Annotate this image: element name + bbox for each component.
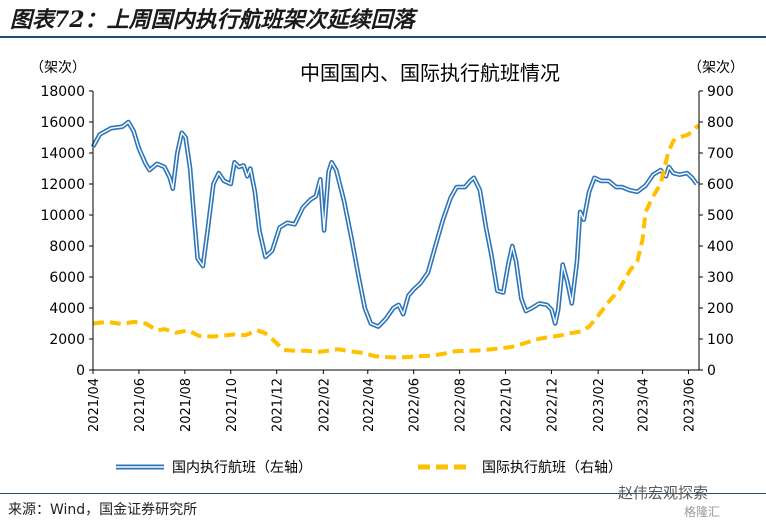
series-line-domestic-inner bbox=[92, 121, 698, 328]
series-layer bbox=[90, 119, 701, 360]
x-tick-label: 2021/04 bbox=[87, 378, 102, 432]
series-line-domestic bbox=[90, 119, 699, 329]
legend-label-domestic: 国内执行航班（左轴） bbox=[172, 460, 312, 476]
x-tick-label: 2022/08 bbox=[454, 378, 469, 432]
left-tick-label: 0 bbox=[76, 363, 85, 379]
left-axis-unit: （架次） bbox=[30, 60, 86, 76]
x-tick-label: 2021/08 bbox=[179, 378, 194, 432]
x-tick-label: 2023/02 bbox=[592, 378, 607, 432]
left-tick-label: 16000 bbox=[40, 115, 85, 131]
figure-title: 图表72：上周国内执行航班架次延续回落 bbox=[10, 7, 415, 33]
x-tick-label: 2021/12 bbox=[271, 378, 286, 432]
x-tick-label: 2021/06 bbox=[133, 378, 148, 432]
left-tick-label: 6000 bbox=[49, 270, 85, 286]
x-axis-ticks: 2021/04 2021/06 2021/08 2021/10 2021/12 2022/… bbox=[87, 370, 697, 432]
title-rule bbox=[0, 36, 766, 38]
right-axis-ticks: 0 100 200 300 400 500 600 700 800 900 bbox=[699, 84, 734, 379]
right-tick-label: 0 bbox=[707, 363, 716, 379]
left-tick-label: 2000 bbox=[49, 332, 85, 348]
series-line-international bbox=[92, 123, 701, 360]
chart-title: 中国国内、国际执行航班情况 bbox=[300, 61, 560, 85]
right-tick-label: 200 bbox=[707, 301, 734, 317]
left-tick-label: 18000 bbox=[40, 84, 85, 100]
x-tick-label: 2023/06 bbox=[682, 378, 697, 432]
left-tick-label: 10000 bbox=[40, 208, 85, 224]
x-tick-label: 2022/06 bbox=[408, 378, 423, 432]
x-tick-label: 2022/12 bbox=[545, 378, 560, 432]
legend-item-international: 国际执行航班（右轴） bbox=[418, 460, 622, 476]
x-tick-label: 2021/10 bbox=[225, 378, 240, 432]
legend: 国内执行航班（左轴） 国际执行航班（右轴） bbox=[116, 460, 622, 476]
left-axis-ticks: 0 2000 4000 6000 8000 10000 12000 14000 16000 180… bbox=[40, 84, 93, 379]
right-tick-label: 600 bbox=[707, 177, 734, 193]
x-tick-label: 2022/04 bbox=[362, 378, 377, 432]
right-tick-label: 500 bbox=[707, 208, 734, 224]
watermark: 赵伟宏观探索 bbox=[618, 484, 709, 502]
left-tick-label: 12000 bbox=[40, 177, 85, 193]
legend-label-international: 国际执行航班（右轴） bbox=[482, 460, 622, 476]
right-tick-label: 300 bbox=[707, 270, 734, 286]
right-tick-label: 100 bbox=[707, 332, 734, 348]
left-tick-label: 14000 bbox=[40, 146, 85, 162]
right-axis-unit: （架次） bbox=[688, 60, 744, 76]
source-note: 来源：Wind，国金证券研究所 bbox=[8, 502, 198, 518]
left-tick-label: 4000 bbox=[49, 301, 85, 317]
legend-item-domestic: 国内执行航班（左轴） bbox=[116, 460, 312, 476]
x-tick-label: 2023/04 bbox=[637, 378, 652, 432]
x-tick-label: 2022/02 bbox=[317, 378, 332, 432]
right-tick-label: 800 bbox=[707, 115, 734, 131]
right-tick-label: 900 bbox=[707, 84, 734, 100]
right-tick-label: 700 bbox=[707, 146, 734, 162]
footer-rule bbox=[0, 493, 766, 494]
right-tick-label: 400 bbox=[707, 239, 734, 255]
x-tick-label: 2022/10 bbox=[500, 378, 515, 432]
watermark-secondary: 格隆汇 bbox=[684, 505, 721, 519]
left-tick-label: 8000 bbox=[49, 239, 85, 255]
